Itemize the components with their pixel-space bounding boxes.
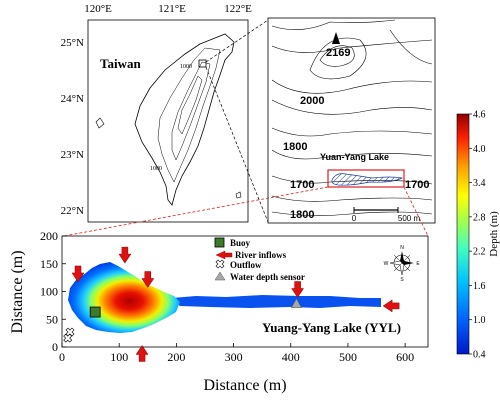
inset-lake-box: [327, 169, 405, 188]
penghu-islands: [95, 117, 105, 129]
taiwan-coastline: [134, 33, 235, 206]
contour-label-1800-north: 1800: [283, 141, 307, 153]
outflow-marker-icon: [63, 333, 73, 343]
colorbar-tick-label: 1.6: [473, 281, 486, 292]
legend-inflow-arrow-icon: [215, 250, 233, 260]
taiwan-contour-core: [177, 75, 203, 135]
compass-n: N: [400, 245, 404, 251]
depth-sensor-marker: [291, 298, 302, 308]
x-tick-label: 100: [110, 350, 128, 364]
colorbar-ticks: 4.6 4.0 3.4 2.8 2.2 1.6 1.0 0.4: [469, 110, 486, 361]
callout-line-lower: [205, 66, 269, 223]
compass-s: S: [400, 277, 404, 283]
callout-line-upper: [205, 19, 269, 63]
lon-label-121: 121°E: [158, 3, 186, 15]
lake-callout-line-right: [403, 186, 429, 237]
x-tick-label: 500: [339, 350, 357, 364]
lake-markers: [63, 246, 400, 362]
inset-lake-label: Yuan-Yang Lake: [320, 152, 389, 162]
y-tick-label: 150: [40, 257, 58, 271]
legend-depth-sensor-icon: [214, 271, 226, 281]
y-tick-label: 50: [46, 312, 58, 326]
lake-depth-plot: 0 100 200 300 400 500 600 0 50 100 150 200 Distanc…: [9, 229, 429, 394]
x-axis-label: Distance (m): [203, 377, 286, 394]
compass-rose-icon: N S E W: [384, 245, 421, 283]
river-inflow-arrow-icon: [135, 344, 149, 362]
y-tick-label: 0: [52, 340, 58, 354]
legend-depth-sensor-label: Water depth sensor: [230, 272, 305, 282]
buoy-marker: [89, 306, 101, 318]
river-inflow-arrow-icon: [141, 271, 155, 288]
lat-label-24: 24°N: [61, 93, 84, 105]
colorbar-tick-label: 2.2: [473, 247, 486, 258]
colorbar-title: Depth (m): [488, 211, 500, 257]
contour-label-1000-south: 1000: [150, 166, 162, 172]
colorbar-tick-label: 0.4: [473, 350, 486, 361]
legend-inflow-label: River inflows: [235, 250, 287, 260]
colorbar-tick-label: 4.0: [473, 144, 486, 155]
peak-triangle-icon: [332, 32, 340, 44]
colorbar-tick-label: 1.0: [473, 315, 486, 326]
contour-label-1700-west: 1700: [290, 179, 314, 191]
x-tick-label: 600: [396, 350, 414, 364]
contour-label-1700-east: 1700: [405, 179, 429, 191]
inset-lake-shape: [331, 173, 404, 186]
colorbar-tick-label: 4.6: [473, 110, 486, 121]
contour-label-1000-north: 1000: [180, 64, 192, 70]
lake-location-marker: [198, 59, 207, 68]
lat-label-23: 23°N: [61, 149, 84, 161]
contour-label-1800-south: 1800: [290, 209, 314, 221]
y-tick-label: 200: [40, 229, 58, 243]
orchid-island: [235, 191, 242, 199]
x-tick-label: 0: [59, 350, 65, 364]
river-inflow-arrow-icon: [291, 281, 305, 298]
colorbar-tick-label: 2.8: [473, 212, 486, 223]
x-tick-label: 200: [167, 350, 185, 364]
lake-legend: Buoy River inflows Outflow Water depth s…: [214, 237, 305, 282]
lat-label-22: 22°N: [61, 205, 84, 217]
lake-channel: [172, 295, 381, 308]
y-tick-label: 100: [40, 285, 58, 299]
river-inflow-arrow-icon: [382, 299, 400, 313]
y-axis-label: Distance (m): [9, 250, 26, 333]
taiwan-contour-inner: [171, 61, 211, 161]
lon-label-122: 122°E: [224, 3, 252, 15]
legend-buoy-swatch: [214, 237, 225, 248]
x-tick-label: 400: [282, 350, 300, 364]
legend-buoy-label: Buoy: [230, 238, 251, 248]
taiwan-region-label: Taiwan: [100, 56, 141, 71]
taiwan-map-panel: 120°E 121°E 122°E 25°N 24°N 23°N 22°N Ta…: [61, 3, 252, 223]
compass-w: W: [384, 261, 389, 267]
scale-bar-start-label: 0: [352, 214, 357, 223]
legend-outflow-icon: [215, 259, 225, 269]
colorbar-tick-label: 3.4: [473, 178, 486, 189]
lake-plot-title: Yuang-Yang Lake (YYL): [262, 320, 401, 335]
scale-bar-end-label: 500 m: [398, 214, 421, 223]
inset-topo-panel: 2169 2000 1800 1700 1700 1800 Yuan-Yang …: [267, 17, 436, 224]
lat-label-25: 25°N: [61, 37, 84, 49]
taiwan-contour-outer: [157, 47, 221, 183]
legend-outflow-label: Outflow: [230, 260, 262, 270]
compass-e: E: [416, 261, 420, 267]
depth-colorbar: 4.6 4.0 3.4 2.8 2.2 1.6 1.0 0.4 Depth (m): [456, 110, 500, 361]
peak-elevation-label: 2169: [326, 47, 350, 59]
inset-topo-frame: [267, 17, 436, 224]
river-inflow-arrow-icon: [118, 246, 132, 264]
lon-label-120: 120°E: [84, 3, 112, 15]
colorbar-gradient: [456, 113, 470, 355]
contour-label-2000: 2000: [300, 95, 324, 107]
x-tick-label: 300: [225, 350, 243, 364]
y-axis-ticks: 0 50 100 150 200: [40, 229, 66, 354]
river-inflow-arrow-icon: [71, 265, 85, 283]
x-axis-ticks: 0 100 200 300 400 500 600: [59, 343, 414, 364]
